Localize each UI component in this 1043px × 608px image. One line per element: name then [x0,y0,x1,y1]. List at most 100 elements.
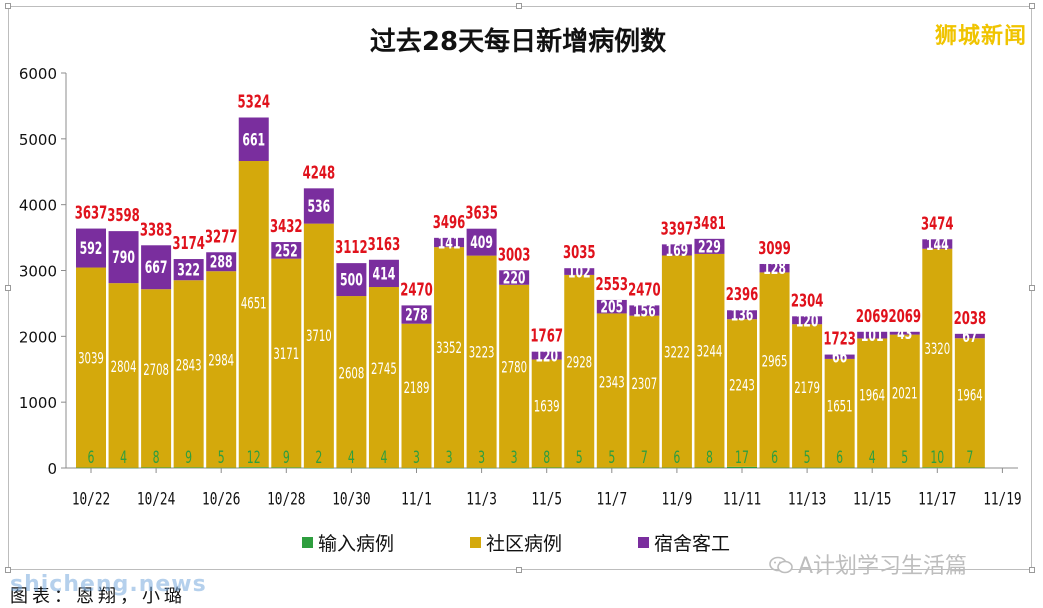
data-label-imported: 8 [153,449,160,468]
data-label-dormitory: 278 [405,306,428,325]
data-label-total: 3635 [465,202,498,223]
bar-segment-community [824,358,855,468]
data-label-total: 2038 [954,307,987,328]
bars [76,117,985,469]
bar-segment-imported [76,467,106,469]
data-label-community: 2343 [599,375,625,393]
bar-segment-community [368,287,399,468]
data-label-dormitory: 120 [796,312,819,331]
bar-segment-imported [499,467,530,469]
bar-segment-community [727,319,757,467]
data-label-total: 3432 [270,215,303,236]
data-label-community: 2965 [762,353,788,371]
bar-segment-dormitory [954,333,985,339]
data-label-total: 5324 [237,91,270,112]
legend-swatch [470,537,481,548]
data-label-dormitory: 667 [145,259,168,278]
bar-segment-imported [727,466,757,468]
bar-segment-dormitory [368,259,399,288]
data-label-total: 3474 [921,213,954,234]
data-label-imported: 6 [836,449,843,468]
data-label-dormitory: 102 [568,263,591,282]
bar-segment-imported [857,467,888,469]
figure-caption: 图表：恩翔，小璐 [10,586,186,607]
data-label-community: 2780 [501,360,527,378]
resize-handle-mr[interactable] [1029,285,1035,291]
data-label-imported: 5 [608,449,615,468]
bar-segment-dormitory [889,331,920,335]
data-label-dormitory: 500 [340,271,363,290]
resize-handle-tc[interactable] [516,3,522,9]
watermark: shicheng.news [10,572,207,597]
legend-swatch [638,537,649,548]
data-label-dormitory: 229 [698,238,721,257]
data-label-community: 2243 [729,378,755,396]
data-label-imported: 3 [511,449,518,468]
data-label-community: 2804 [111,359,137,377]
resize-handle-bl[interactable] [5,567,11,573]
data-label-dormitory: 536 [307,198,330,217]
data-label-total: 3099 [758,237,791,258]
data-label-imported: 7 [641,449,648,468]
bar-segment-dormitory [206,252,237,272]
bar-segment-dormitory [336,263,367,297]
data-label-community: 2608 [339,366,365,384]
data-label-imported: 4 [348,449,355,468]
bar-segment-imported [303,467,334,469]
resize-handle-ml[interactable] [5,285,11,291]
bar-segment-imported [824,467,855,469]
brand-logo-text: 狮城新闻 [934,24,1027,49]
bar-segment-dormitory [824,354,855,359]
data-label-imported: 2 [315,449,322,468]
bar-segment-imported [336,467,367,469]
data-label-dormitory: 141 [438,234,461,253]
data-label-total: 3598 [107,205,140,226]
data-label-community: 3223 [469,345,495,363]
x-tick-label: 11/19 [983,489,1021,509]
data-label-community: 3171 [273,346,299,364]
bar-segment-community [531,359,562,468]
resize-handle-br[interactable] [1029,567,1035,573]
data-label-imported: 6 [673,449,680,468]
y-tick-label: 4000 [19,197,57,215]
bar-segment-community [922,248,953,468]
data-label-dormitory: 288 [210,254,233,273]
bar-segment-imported [661,467,692,469]
bar-segment-dormitory [629,305,660,316]
bar-segment-community [271,258,302,468]
data-label-total: 3174 [172,232,205,253]
data-label-imported: 3 [446,449,453,468]
data-label-dormitory: 156 [633,302,656,321]
data-label-community: 1964 [859,388,885,406]
bar-segment-imported [271,467,302,468]
bar-segment-community [694,253,725,468]
bar-segment-community [857,338,888,468]
data-label-total: 3637 [75,202,108,223]
resize-handle-tr[interactable] [1029,3,1035,9]
bar-segment-community [206,271,237,468]
data-label-total: 3003 [498,244,531,265]
data-label-community: 2189 [404,380,430,398]
bar-segment-imported [401,467,432,469]
data-label-total: 1767 [530,325,563,346]
data-label-total: 2553 [596,273,629,294]
data-label-community: 2745 [371,361,397,379]
data-label-total: 2304 [791,290,824,311]
x-tick-label: 10/28 [267,489,305,509]
bar-segment-dormitory [141,245,172,290]
resize-handle-tl[interactable] [5,3,11,9]
data-label-imported: 4 [869,449,876,468]
bar-segment-community [466,255,497,468]
data-label-dormitory: 790 [112,249,135,268]
data-label-dormitory: 169 [666,242,689,261]
bar-segment-dormitory [303,188,334,224]
data-label-dormitory: 128 [763,260,786,279]
data-label-total: 2470 [400,279,433,300]
bar-segment-community [759,272,790,468]
y-tick-label: 3000 [19,263,57,281]
data-label-community: 2021 [892,386,918,404]
resize-handle-bc[interactable] [516,567,522,573]
data-label-community: 3320 [924,341,950,359]
bar-segment-imported [531,467,562,468]
data-label-imported: 4 [120,449,127,468]
